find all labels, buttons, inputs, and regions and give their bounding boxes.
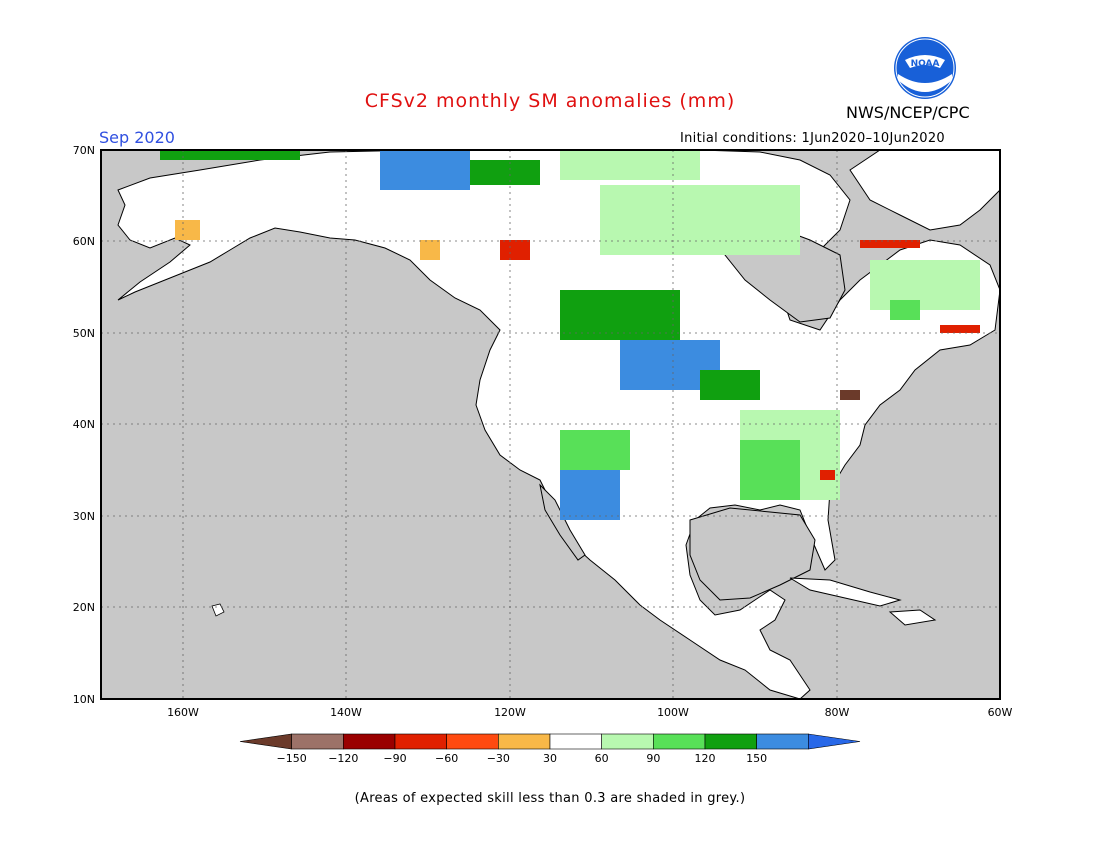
lat-label: 50N (73, 327, 95, 340)
colorbar-swatch (653, 733, 706, 750)
colorbar-label: 150 (746, 752, 767, 765)
anomaly-patch (470, 160, 540, 185)
greenland-land (849, 150, 1000, 231)
colorbar-label: 120 (695, 752, 716, 765)
anomaly-patch (160, 150, 300, 160)
anomaly-patch (870, 260, 980, 310)
anomaly-patch (840, 390, 860, 400)
anomaly-patch (560, 150, 700, 180)
lat-label: 70N (73, 144, 95, 157)
colorbar-swatch (343, 733, 396, 750)
colorbar-label: 30 (543, 752, 557, 765)
anomaly-patch (500, 240, 530, 260)
anomaly-patch (380, 150, 470, 190)
lon-label: 120W (494, 706, 526, 719)
noaa-logo: NOAA (894, 37, 956, 99)
colorbar-swatch (549, 733, 602, 750)
lat-label: 10N (73, 693, 95, 706)
lon-label: 160W (167, 706, 199, 719)
anomaly-patch (560, 430, 630, 470)
colorbar-swatch (394, 733, 447, 750)
lon-label: 60W (988, 706, 1013, 719)
lon-label: 140W (330, 706, 362, 719)
month-label: Sep 2020 (99, 128, 175, 147)
colorbar-swatch (704, 733, 757, 750)
anomaly-patch (600, 185, 800, 255)
lon-label: 80W (825, 706, 850, 719)
colorbar-swatch (446, 733, 499, 750)
anomaly-patch (175, 220, 200, 240)
gulf-of-mexico (689, 507, 816, 601)
lon-label: 100W (657, 706, 689, 719)
colorbar: −150 −120 −90 −60 −30 30 60 90 120 150 (239, 733, 861, 765)
colorbar-label: −150 (277, 752, 307, 765)
colorbar-swatch (808, 733, 861, 750)
lat-label: 20N (73, 601, 95, 614)
colorbar-label: −30 (487, 752, 510, 765)
colorbar-label: −90 (383, 752, 406, 765)
footnote: (Areas of expected skill less than 0.3 a… (354, 791, 746, 806)
agency-label: NWS/NCEP/CPC (846, 103, 970, 122)
anomaly-patch (940, 325, 980, 333)
anomaly-layer (160, 150, 980, 520)
colorbar-label: 60 (595, 752, 609, 765)
logo-text: NOAA (911, 59, 940, 69)
colorbar-swatch (756, 733, 809, 750)
anomaly-patch (700, 370, 760, 400)
colorbar-swatch (601, 733, 654, 750)
anomaly-patch (560, 290, 680, 340)
lat-label: 60N (73, 235, 95, 248)
colorbar-label: −120 (328, 752, 358, 765)
gulf-of-california (539, 483, 586, 561)
lat-label: 40N (73, 418, 95, 431)
colorbar-swatch (239, 733, 292, 750)
anomaly-patch (420, 240, 440, 260)
graticule (101, 150, 1000, 699)
colorbar-swatch (498, 733, 551, 750)
hispaniola-land (888, 609, 937, 626)
anomaly-patch (560, 470, 620, 520)
colorbar-label: 90 (646, 752, 660, 765)
initial-conditions: Initial conditions: 1Jun2020–10Jun2020 (680, 131, 946, 146)
colorbar-label: −60 (435, 752, 458, 765)
anomaly-patch (890, 300, 920, 320)
map-frame (100, 149, 1001, 700)
anomaly-patch (820, 470, 835, 480)
map-land-layer (117, 150, 1000, 699)
anomaly-patch (740, 440, 800, 500)
anomaly-patch (860, 240, 920, 248)
colorbar-swatch (291, 733, 344, 750)
chart-title: CFSv2 monthly SM anomalies (mm) (364, 90, 736, 112)
lat-label: 30N (73, 510, 95, 523)
